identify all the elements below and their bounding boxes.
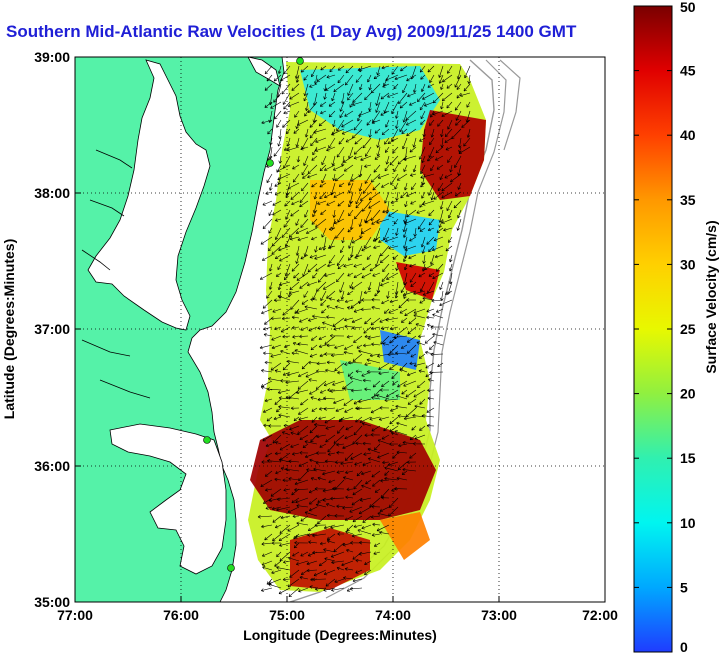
map-title: Southern Mid-Atlantic Raw Velocities (1 …	[6, 22, 577, 41]
lon-tick-label: 73:00	[481, 607, 517, 623]
station-marker	[266, 159, 274, 167]
lat-tick-label: 37:00	[34, 321, 70, 337]
colorbar-tick-label: 10	[680, 515, 696, 531]
velocity-patch	[380, 210, 440, 256]
lon-tick-label: 72:00	[582, 607, 618, 623]
colorbar-tick-label: 0	[680, 639, 688, 655]
colorbar-ticks: 0 5 10 15 20 25 30 35 40 45 50	[634, 0, 696, 655]
grid-lines	[75, 57, 605, 602]
colorbar-tick-label: 35	[680, 192, 696, 208]
lon-tick-label: 74:00	[375, 607, 411, 623]
colorbar-tick-label: 15	[680, 450, 696, 466]
delaware-bay	[247, 57, 281, 87]
sound-water	[109, 423, 227, 575]
lat-tick-label: 38:00	[34, 185, 70, 201]
lon-tick-label: 77:00	[57, 607, 93, 623]
river-line	[81, 249, 111, 271]
river-line	[89, 199, 125, 217]
station-marker	[227, 564, 235, 572]
station-marker	[203, 436, 211, 444]
shelf-contour	[499, 59, 521, 151]
colorbar-tick-label: 25	[680, 321, 696, 337]
lon-tick-label: 76:00	[163, 607, 199, 623]
river-line	[99, 379, 151, 399]
colorbar-tick-label: 45	[680, 63, 696, 79]
velocity-patch	[310, 180, 390, 240]
colorbar-tick-label: 40	[680, 127, 696, 143]
colorbar-tick-label: 5	[680, 579, 688, 595]
velocity-patch	[300, 66, 440, 140]
river-line	[95, 149, 133, 169]
lat-tick-label: 35:00	[34, 594, 70, 610]
x-axis-label: Longitude (Degrees:Minutes)	[243, 627, 437, 643]
lat-tick-label: 36:00	[34, 458, 70, 474]
colorbar-label: Surface Velocity (cm/s)	[703, 220, 719, 373]
lon-tick-label: 75:00	[269, 607, 305, 623]
velocity-patch	[420, 110, 486, 200]
colorbar	[633, 5, 673, 653]
velocity-patch	[380, 512, 430, 560]
velocity-field	[248, 62, 486, 592]
lat-tick-label: 39:00	[34, 49, 70, 65]
colorbar-tick-label: 30	[680, 256, 696, 272]
velocity-arrows	[257, 65, 471, 597]
y-axis-label: Latitude (Degrees:Minutes)	[1, 239, 17, 419]
station-marker	[296, 57, 304, 65]
colorbar-tick-label: 20	[680, 386, 696, 402]
velocity-arrow-set	[257, 65, 471, 597]
axis-ticks	[75, 192, 500, 602]
colorbar-tick-label: 50	[680, 0, 696, 15]
river-line	[81, 339, 131, 357]
